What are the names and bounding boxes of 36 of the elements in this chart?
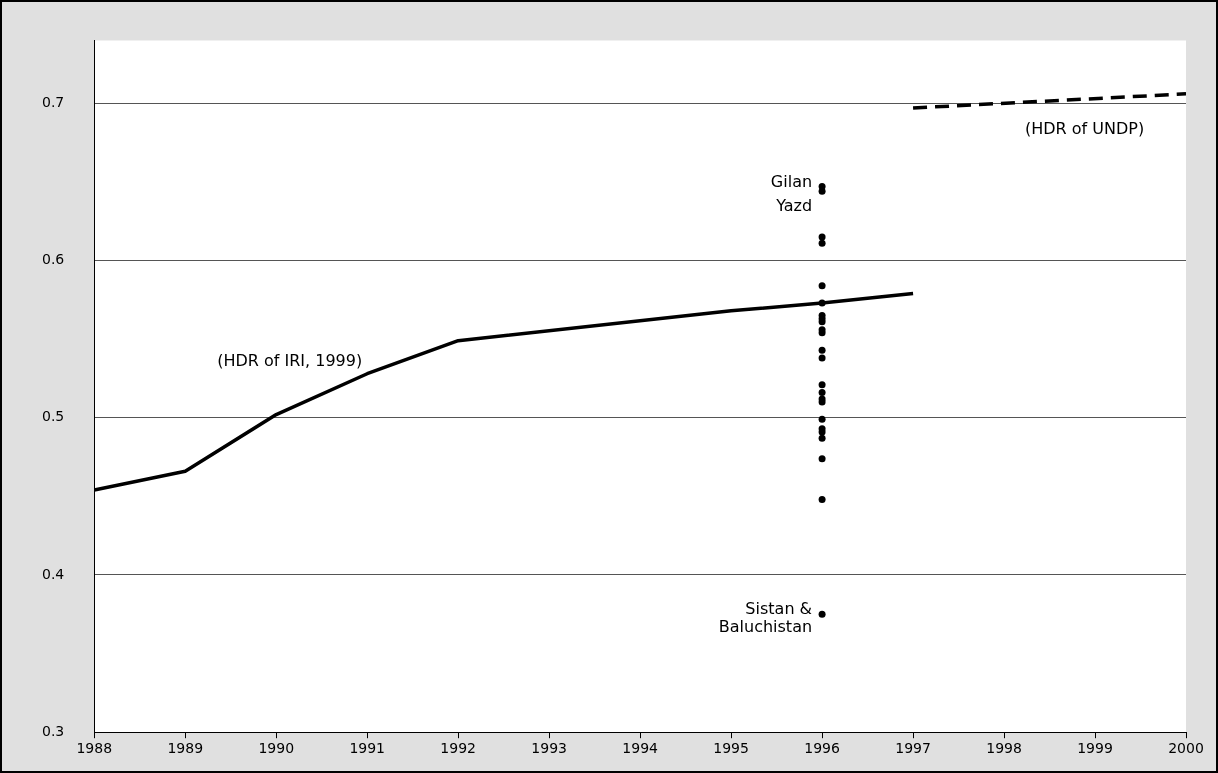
x-tick-label: 1998 — [986, 740, 1022, 757]
annotation: (HDR of IRI, 1999) — [217, 350, 363, 370]
point — [818, 610, 826, 618]
point — [818, 354, 826, 362]
x-tick-label: 1989 — [167, 740, 204, 757]
x-tick-label: 1991 — [349, 740, 386, 757]
point — [818, 299, 826, 307]
annotation: Yazd — [775, 196, 813, 216]
point — [818, 415, 826, 423]
point — [818, 455, 826, 463]
x-tick-label: 1999 — [1077, 740, 1113, 757]
point — [818, 239, 826, 247]
x-tick-label: 1997 — [895, 740, 931, 757]
point — [818, 233, 826, 241]
x-tick-label: 1995 — [713, 740, 749, 757]
point — [818, 496, 826, 503]
x-tick-label: 1992 — [440, 740, 476, 757]
y-tick-label: 0.4 — [42, 565, 65, 582]
y-tick-label: 0.7 — [42, 93, 65, 110]
x-tick-label: 1990 — [258, 740, 295, 757]
y-tick-label: 0.5 — [42, 408, 65, 425]
point — [818, 282, 826, 290]
x-tick-label: 1988 — [76, 740, 113, 757]
annotation: Sistan & Baluchistan — [718, 599, 813, 637]
y-tick-label: 0.6 — [42, 251, 65, 268]
x-tick-label: 1996 — [804, 740, 840, 757]
annotation: Gilan — [770, 171, 813, 191]
point — [818, 434, 826, 442]
point — [818, 346, 826, 354]
x-tick-label: 1993 — [531, 740, 567, 757]
x-tick-label: 1994 — [622, 740, 659, 757]
point — [818, 381, 826, 389]
x-tick-label: 2000 — [1168, 740, 1204, 757]
point — [818, 389, 826, 397]
annotation: (HDR of UNDP) — [1025, 119, 1145, 139]
y-tick-label: 0.3 — [42, 722, 65, 739]
